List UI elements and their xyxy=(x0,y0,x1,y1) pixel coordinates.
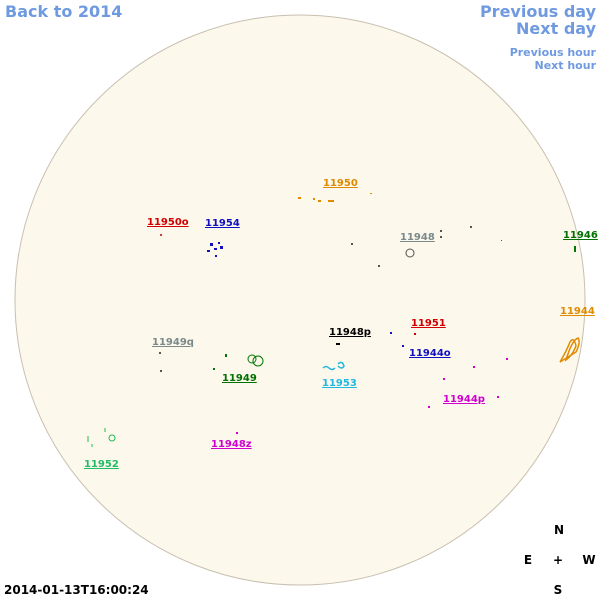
compass-north: N xyxy=(554,523,564,537)
solar-disk xyxy=(14,14,586,586)
region-label[interactable]: 11946 xyxy=(563,230,598,241)
region-label[interactable]: 11954 xyxy=(205,218,240,229)
features xyxy=(87,193,580,447)
region-label[interactable]: 11944p xyxy=(443,394,485,405)
previous-hour-link[interactable]: Previous hour xyxy=(510,46,597,59)
next-hour-link[interactable]: Next hour xyxy=(535,59,597,72)
back-year-link[interactable]: Back to 2014 xyxy=(5,2,122,21)
region-label[interactable]: 11948p xyxy=(329,327,371,338)
region-label[interactable]: 11949 xyxy=(222,373,257,384)
next-day-link[interactable]: Next day xyxy=(516,19,597,38)
timestamp: 2014-01-13T16:00:24 xyxy=(4,583,149,597)
region-label[interactable]: 11949q xyxy=(152,337,194,348)
previous-day-link[interactable]: Previous day xyxy=(480,2,597,21)
compass-center: + xyxy=(553,553,563,567)
region-label[interactable]: 11948z xyxy=(211,439,252,450)
region-label[interactable]: 11951 xyxy=(411,318,446,329)
region-label[interactable]: 11950 xyxy=(323,178,358,189)
region-label[interactable]: 11953 xyxy=(322,378,357,389)
region-label[interactable]: 11944 xyxy=(560,306,595,317)
region-label[interactable]: 11952 xyxy=(84,459,119,470)
region-label[interactable]: 11950o xyxy=(147,217,189,228)
compass-west: W xyxy=(582,553,595,567)
region-label[interactable]: 11944o xyxy=(409,348,451,359)
compass-south: S xyxy=(554,583,563,597)
region-label[interactable]: 11948 xyxy=(400,232,435,243)
compass-east: E xyxy=(524,553,532,567)
